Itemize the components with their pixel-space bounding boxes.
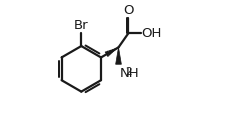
Text: NH: NH: [120, 67, 140, 80]
Text: 2: 2: [125, 67, 131, 77]
Polygon shape: [116, 47, 121, 64]
Text: O: O: [123, 4, 134, 17]
Text: Br: Br: [74, 19, 89, 32]
Text: OH: OH: [142, 27, 162, 40]
